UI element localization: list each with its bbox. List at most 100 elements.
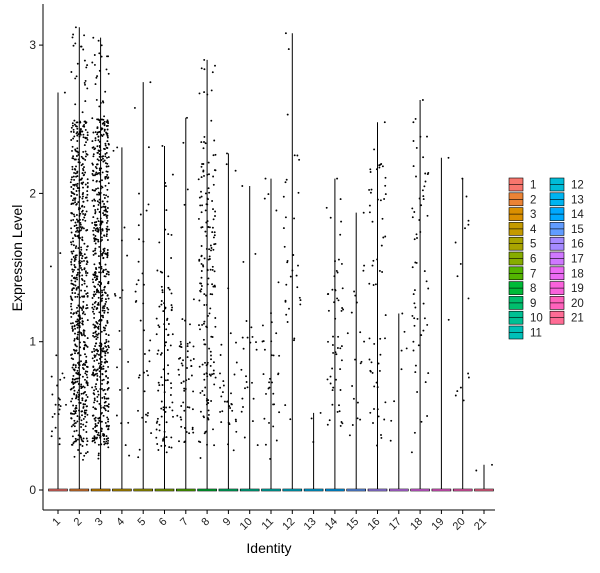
data-point bbox=[91, 278, 94, 281]
data-point bbox=[99, 436, 102, 439]
data-point bbox=[199, 328, 201, 331]
data-point bbox=[103, 309, 106, 312]
data-point bbox=[84, 100, 87, 103]
data-point bbox=[73, 225, 76, 227]
data-point bbox=[206, 203, 209, 206]
legend-key-21: 21 bbox=[549, 310, 584, 325]
data-point bbox=[242, 260, 245, 263]
data-point bbox=[138, 448, 141, 451]
data-point bbox=[160, 407, 163, 410]
data-point bbox=[78, 135, 81, 138]
data-point bbox=[107, 428, 109, 431]
data-point bbox=[285, 178, 288, 181]
data-point bbox=[98, 266, 101, 269]
data-point bbox=[99, 345, 102, 348]
data-point bbox=[112, 149, 115, 152]
data-point bbox=[208, 191, 211, 194]
data-point bbox=[106, 405, 109, 407]
data-point bbox=[426, 415, 429, 417]
data-point bbox=[403, 330, 406, 333]
data-point bbox=[104, 90, 107, 93]
data-point bbox=[84, 271, 87, 274]
data-point bbox=[92, 334, 94, 337]
data-point bbox=[71, 366, 74, 369]
data-point bbox=[167, 233, 170, 236]
data-point bbox=[165, 406, 168, 409]
axes bbox=[39, 4, 495, 514]
data-point bbox=[264, 443, 267, 446]
data-point bbox=[93, 435, 96, 438]
data-point bbox=[84, 270, 87, 273]
data-point bbox=[183, 203, 186, 206]
data-point bbox=[93, 368, 96, 371]
data-point bbox=[59, 252, 62, 255]
data-point bbox=[379, 353, 382, 356]
data-point bbox=[200, 190, 202, 193]
data-point bbox=[76, 185, 78, 187]
data-point bbox=[106, 239, 109, 241]
data-point bbox=[96, 333, 99, 336]
data-point bbox=[123, 226, 126, 229]
x-tick-label: 11 bbox=[260, 516, 277, 533]
data-point bbox=[93, 295, 96, 297]
data-point bbox=[133, 106, 136, 109]
data-point bbox=[103, 342, 106, 345]
data-point bbox=[107, 297, 110, 300]
data-point bbox=[84, 415, 87, 418]
data-point bbox=[226, 152, 228, 155]
data-point bbox=[210, 119, 213, 122]
data-point bbox=[74, 42, 77, 45]
data-point bbox=[94, 224, 97, 227]
data-point bbox=[105, 272, 108, 275]
data-point bbox=[104, 354, 107, 357]
data-point bbox=[170, 233, 173, 236]
data-point bbox=[101, 297, 104, 300]
data-point bbox=[80, 260, 83, 263]
data-point bbox=[163, 391, 166, 394]
data-point bbox=[182, 401, 185, 404]
data-point bbox=[74, 397, 77, 400]
data-point bbox=[50, 435, 53, 438]
violin-base bbox=[325, 488, 345, 492]
data-point bbox=[211, 293, 214, 296]
data-point bbox=[80, 360, 82, 363]
data-point bbox=[78, 416, 81, 419]
violin-16 bbox=[367, 122, 388, 492]
data-point bbox=[77, 153, 80, 156]
data-point bbox=[184, 388, 187, 390]
data-point bbox=[93, 374, 96, 377]
legend-label: 3 bbox=[530, 209, 536, 221]
data-point bbox=[70, 425, 73, 428]
data-point bbox=[91, 357, 94, 360]
data-point bbox=[84, 171, 87, 174]
data-point bbox=[99, 155, 102, 158]
data-point bbox=[57, 397, 60, 400]
violin-base bbox=[367, 488, 388, 492]
data-point bbox=[106, 321, 109, 324]
data-point bbox=[161, 289, 164, 292]
data-point bbox=[79, 226, 82, 228]
violin-base bbox=[197, 488, 217, 492]
data-point bbox=[106, 348, 109, 351]
data-point bbox=[106, 382, 109, 385]
data-point bbox=[204, 361, 206, 364]
data-point bbox=[170, 292, 173, 295]
data-point bbox=[200, 165, 203, 168]
data-point bbox=[116, 366, 118, 369]
violins bbox=[48, 27, 494, 492]
data-point bbox=[275, 209, 278, 212]
data-point bbox=[80, 155, 83, 158]
data-point bbox=[81, 172, 84, 175]
data-point bbox=[270, 321, 273, 324]
data-point bbox=[82, 311, 85, 313]
data-point bbox=[74, 327, 77, 330]
data-point bbox=[76, 326, 79, 329]
data-point bbox=[76, 171, 79, 174]
data-point bbox=[416, 237, 418, 239]
jitter-points bbox=[49, 26, 493, 472]
y-tick-label: 1 bbox=[29, 335, 36, 349]
legend-label: 17 bbox=[571, 254, 584, 266]
data-point bbox=[230, 392, 232, 395]
data-point bbox=[73, 197, 75, 200]
data-point bbox=[105, 233, 108, 236]
